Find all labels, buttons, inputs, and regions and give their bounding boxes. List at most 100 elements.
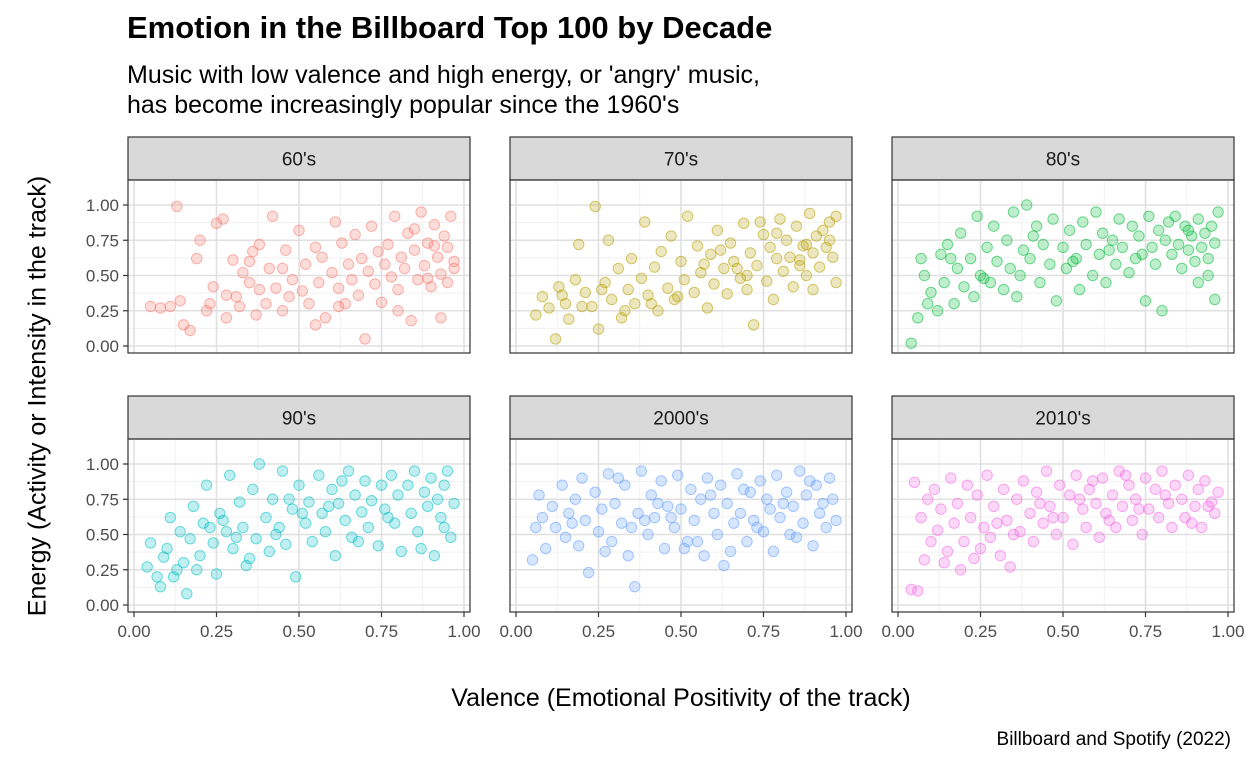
data-point: [1113, 213, 1125, 225]
x-tick-label: 0.25: [964, 622, 997, 641]
data-point: [422, 500, 434, 512]
data-point: [319, 525, 332, 538]
data-point: [171, 200, 183, 213]
data-point: [1176, 262, 1188, 275]
data-point: [563, 507, 575, 520]
data-point: [375, 296, 388, 308]
data-point: [270, 282, 282, 294]
data-point: [224, 469, 236, 481]
facet-panel: 90's 0.00 0.25 0.50 0.75 1.00 0.00 0.25 0.50 0.75…: [86, 395, 481, 641]
data-point: [681, 210, 694, 222]
data-point: [794, 259, 806, 272]
data-point: [1113, 465, 1125, 477]
data-point: [991, 255, 1003, 268]
data-point: [997, 483, 1010, 496]
data-point: [319, 312, 332, 324]
data-point: [438, 521, 450, 534]
data-point: [1067, 538, 1079, 551]
data-point: [1090, 206, 1102, 218]
data-point: [744, 486, 756, 498]
y-tick-label: 0.00: [86, 596, 119, 615]
data-point: [738, 217, 750, 230]
data-point: [435, 312, 447, 324]
data-point: [1186, 230, 1198, 242]
data-point: [754, 475, 766, 487]
data-point: [915, 511, 927, 524]
data-point: [309, 319, 322, 331]
facet-strip: [127, 136, 471, 181]
data-point: [445, 210, 457, 222]
data-point: [1209, 293, 1221, 306]
data-point: [204, 521, 216, 534]
data-point: [1087, 269, 1099, 282]
data-point: [299, 517, 312, 529]
data-point: [948, 517, 960, 529]
data-point: [579, 286, 591, 299]
data-point: [1129, 252, 1142, 265]
data-point: [293, 479, 305, 491]
data-point: [721, 497, 733, 510]
data-point: [718, 262, 730, 275]
data-point: [764, 241, 776, 254]
data-point: [422, 237, 434, 249]
data-point: [576, 472, 588, 484]
data-point: [569, 493, 582, 505]
data-point: [1054, 479, 1066, 491]
data-point: [1195, 521, 1208, 534]
data-point: [784, 528, 796, 541]
data-point: [830, 276, 842, 289]
facet-strip: [891, 136, 1235, 181]
data-point: [1073, 493, 1086, 505]
data-point: [790, 531, 803, 544]
facet-strip-label: 90's: [282, 409, 316, 430]
data-point: [556, 479, 568, 491]
data-point: [1024, 507, 1036, 520]
y-axis-label: Energy (Activity or Intensity in the tra…: [23, 175, 52, 617]
data-point: [794, 465, 806, 477]
x-tick-label: 0.75: [1129, 622, 1162, 641]
data-point: [1014, 269, 1026, 282]
data-point: [402, 227, 414, 239]
data-point: [751, 259, 763, 272]
data-point: [266, 493, 279, 505]
data-point: [405, 507, 417, 520]
data-point: [981, 469, 993, 481]
data-point: [1030, 220, 1043, 232]
data-point: [164, 511, 177, 524]
data-point: [1176, 493, 1188, 505]
data-point: [448, 262, 460, 275]
data-point: [253, 238, 266, 251]
data-point: [395, 251, 407, 263]
data-point: [615, 517, 628, 529]
data-point: [1011, 290, 1023, 303]
data-point: [250, 533, 262, 545]
data-point: [734, 272, 747, 285]
data-point: [346, 274, 358, 286]
data-point: [154, 302, 167, 314]
data-point: [1027, 535, 1040, 548]
data-point: [632, 507, 644, 520]
data-point: [599, 545, 611, 558]
data-point: [931, 305, 944, 317]
data-point: [1182, 244, 1195, 256]
y-tick-label: 1.00: [86, 455, 119, 474]
data-point: [589, 200, 601, 213]
facet-panel: 80's: [891, 136, 1235, 354]
data-point: [329, 549, 341, 562]
data-point: [1093, 248, 1106, 261]
data-point: [790, 220, 803, 232]
data-point: [217, 213, 229, 225]
data-point: [1202, 500, 1214, 512]
data-point: [240, 559, 252, 572]
data-point: [536, 511, 549, 524]
data-point: [714, 479, 727, 491]
data-point: [767, 293, 780, 306]
data-point: [912, 585, 924, 597]
data-point: [563, 313, 575, 325]
data-point: [1004, 262, 1016, 275]
data-point: [827, 251, 839, 263]
data-point: [774, 511, 786, 524]
data-point: [747, 319, 760, 331]
data-point: [941, 545, 954, 558]
data-point: [787, 281, 799, 293]
